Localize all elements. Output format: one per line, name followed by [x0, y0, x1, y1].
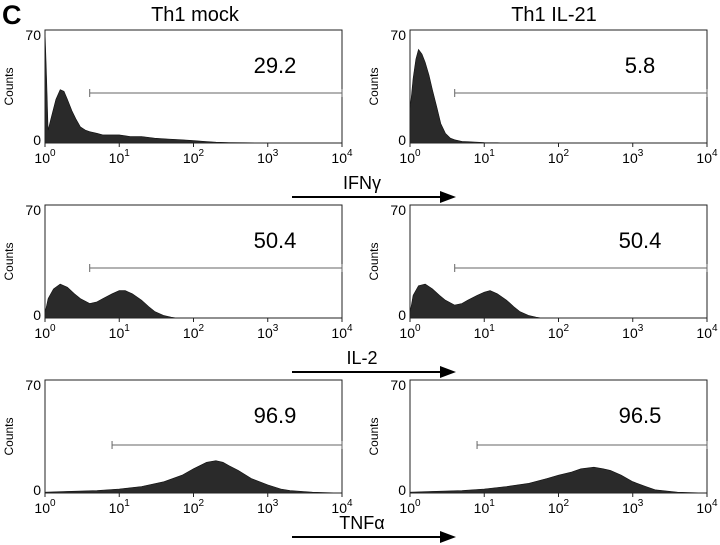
histogram-area: [409, 466, 708, 494]
y-tick-label-zero: 0: [33, 482, 41, 498]
plot-frame: [409, 204, 708, 319]
x-tick-label: 101: [109, 498, 131, 516]
y-tick-label-zero: 0: [398, 482, 406, 498]
column-title-il21: Th1 IL-21: [511, 4, 597, 26]
x-tick-label: 100: [399, 498, 421, 516]
gate-percentage: 29.2: [254, 53, 297, 78]
x-tick-label: 103: [622, 498, 644, 516]
marker-label: IL-2: [346, 348, 377, 368]
x-tick-label: 100: [34, 148, 56, 166]
gate-percentage: 50.4: [254, 228, 297, 253]
marker-arrow-0: IFNγ: [292, 173, 456, 203]
histogram-panel-1-1: Counts 70 0 50.4 100 101 102 103 104: [367, 202, 718, 341]
gate-percentage: 96.5: [619, 403, 662, 428]
arrow-head: [440, 191, 456, 203]
marker-arrow-1: IL-2: [292, 348, 456, 378]
y-tick-label-max: 70: [25, 202, 41, 218]
panel-letter: C: [2, 0, 22, 30]
x-tick-label: 101: [474, 498, 496, 516]
y-axis-label: Counts: [367, 242, 381, 280]
gate-percentage: 96.9: [254, 403, 297, 428]
y-tick-label-zero: 0: [33, 132, 41, 148]
gate-percentage: 50.4: [619, 228, 662, 253]
plot-frame: [44, 204, 343, 319]
x-tick-label: 102: [183, 323, 205, 341]
x-tick-label: 101: [474, 148, 496, 166]
histogram-panel-2-1: Counts 70 0 96.5 100 101 102 103 104: [367, 377, 718, 516]
x-tick-label: 100: [399, 148, 421, 166]
gate-percentage: 5.8: [625, 53, 656, 78]
marker-arrow-2: TNFα: [292, 513, 456, 543]
y-tick-label-zero: 0: [33, 307, 41, 323]
y-axis-label: Counts: [2, 67, 16, 105]
marker-label: IFNγ: [343, 173, 381, 193]
y-axis-label: Counts: [367, 417, 381, 455]
marker-label: TNFα: [339, 513, 384, 533]
y-tick-label-zero: 0: [398, 307, 406, 323]
histogram-panel-0-0: Counts 70 0 29.2 100 101 102 103 104: [2, 27, 353, 166]
x-tick-label: 104: [696, 498, 718, 516]
x-tick-label: 102: [183, 498, 205, 516]
marker-arrows: IFNγ IL-2 TNFα: [292, 173, 456, 543]
x-tick-label: 103: [257, 148, 279, 166]
column-title-mock: Th1 mock: [151, 4, 240, 26]
y-axis-label: Counts: [367, 67, 381, 105]
y-tick-label-max: 70: [390, 27, 406, 43]
histogram-area: [409, 283, 707, 319]
x-tick-label: 103: [257, 498, 279, 516]
y-tick-label-max: 70: [25, 27, 41, 43]
x-tick-label: 102: [548, 148, 570, 166]
x-tick-label: 100: [34, 498, 56, 516]
x-tick-label: 102: [548, 498, 570, 516]
arrow-head: [440, 531, 456, 543]
x-tick-label: 104: [696, 148, 718, 166]
histogram-area: [44, 283, 342, 319]
x-tick-label: 104: [331, 148, 353, 166]
plot-frame: [44, 29, 343, 144]
x-tick-label: 100: [399, 323, 421, 341]
histogram-panel-2-0: Counts 70 0 96.9 100 101 102 103 104: [2, 377, 353, 516]
arrow-head: [440, 366, 456, 378]
histogram-grid: Counts 70 0 29.2 100 101 102 103 104 Counts 70 0 5.8…: [2, 27, 718, 516]
x-tick-label: 102: [548, 323, 570, 341]
histogram-area: [44, 460, 343, 494]
x-tick-label: 101: [474, 323, 496, 341]
y-tick-label-max: 70: [25, 377, 41, 393]
x-tick-label: 104: [331, 498, 353, 516]
histogram-panel-1-0: Counts 70 0 50.4 100 101 102 103 104: [2, 202, 353, 341]
x-tick-label: 104: [331, 323, 353, 341]
x-tick-label: 100: [34, 323, 56, 341]
y-tick-label-max: 70: [390, 202, 406, 218]
plot-frame: [409, 29, 708, 144]
x-tick-label: 103: [622, 323, 644, 341]
histogram-panel-0-1: Counts 70 0 5.8 100 101 102 103 104: [367, 27, 718, 166]
x-tick-label: 101: [109, 148, 131, 166]
y-tick-label-max: 70: [390, 377, 406, 393]
histogram-area: [44, 29, 342, 144]
x-tick-label: 102: [183, 148, 205, 166]
y-tick-label-zero: 0: [398, 132, 406, 148]
x-tick-label: 103: [257, 323, 279, 341]
x-tick-label: 104: [696, 323, 718, 341]
x-tick-label: 103: [622, 148, 644, 166]
x-tick-label: 101: [109, 323, 131, 341]
y-axis-label: Counts: [2, 242, 16, 280]
y-axis-label: Counts: [2, 417, 16, 455]
